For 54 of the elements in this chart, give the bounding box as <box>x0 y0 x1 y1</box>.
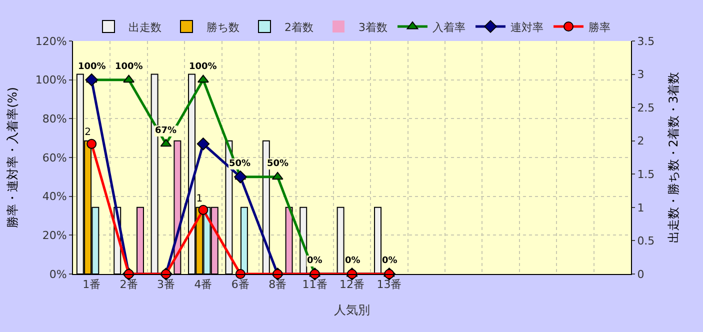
y2-tick-label: 2.5 <box>637 101 655 114</box>
legend-label: 入着率 <box>432 20 466 34</box>
y2-tick-label: 2 <box>637 134 644 148</box>
x-tick-label: 11番 <box>302 278 328 292</box>
y2-tick-label: 3 <box>637 68 644 82</box>
point <box>160 138 172 147</box>
y-tick-label: 60% <box>42 151 67 164</box>
data-label: 100% <box>78 62 106 72</box>
data-label: 50% <box>229 159 251 169</box>
legend-label: 2着数 <box>284 20 314 34</box>
x-axis-title: 人気別 <box>334 303 370 318</box>
legend-label: 出走数 <box>128 20 162 34</box>
data-label: 1 <box>196 193 203 204</box>
point <box>85 73 98 86</box>
y-tick-label: 80% <box>42 112 67 126</box>
y-axis-title: 勝率・連対率・入着率(%) <box>6 87 20 228</box>
y-tick-label: 0% <box>49 268 67 281</box>
point <box>86 138 97 149</box>
x-tick-label: 6番 <box>231 278 250 292</box>
point <box>198 74 209 83</box>
data-label: 2 <box>84 126 91 138</box>
data-label: 50% <box>267 159 289 169</box>
legend-label: 勝率 <box>588 20 610 34</box>
x-tick-label: 3番 <box>157 278 175 292</box>
y2-tick-label: 0 <box>637 268 644 281</box>
data-label: 100% <box>189 62 217 72</box>
x-tick-label: 4番 <box>194 278 212 292</box>
y-tick-label: 20% <box>42 229 67 242</box>
point <box>123 74 134 83</box>
y-tick-label: 40% <box>42 190 67 204</box>
y2-tick-label: 3.5 <box>637 34 655 48</box>
data-label: 67% <box>155 126 177 136</box>
legend-label: 連対率 <box>510 20 544 34</box>
data-label: 0% <box>345 256 360 266</box>
x-tick-label: 2番 <box>120 278 138 292</box>
data-label: 0% <box>307 256 322 266</box>
point <box>198 204 208 215</box>
point <box>234 170 247 184</box>
legend-label: 3着数 <box>358 20 388 34</box>
point <box>272 172 284 180</box>
y2-tick-label: 1 <box>637 201 644 214</box>
legend-label: 勝ち数 <box>206 20 240 34</box>
y2-tick-label: 1.5 <box>637 168 655 181</box>
x-tick-label: 8番 <box>268 278 287 292</box>
x-tick-label: 12番 <box>340 278 364 292</box>
data-label: 100% <box>115 62 143 72</box>
x-tick-label: 1番 <box>82 278 101 292</box>
data-label: 0% <box>382 256 398 266</box>
point <box>196 138 210 150</box>
y2-axis-title: 出走数・勝ち数・2着数・3着数 <box>666 72 681 244</box>
x-tick-label: 13番 <box>376 278 402 292</box>
y-tick-label: 100% <box>35 74 67 87</box>
y-tick-label: 120% <box>35 34 67 48</box>
y2-tick-label: 0.5 <box>637 234 655 248</box>
